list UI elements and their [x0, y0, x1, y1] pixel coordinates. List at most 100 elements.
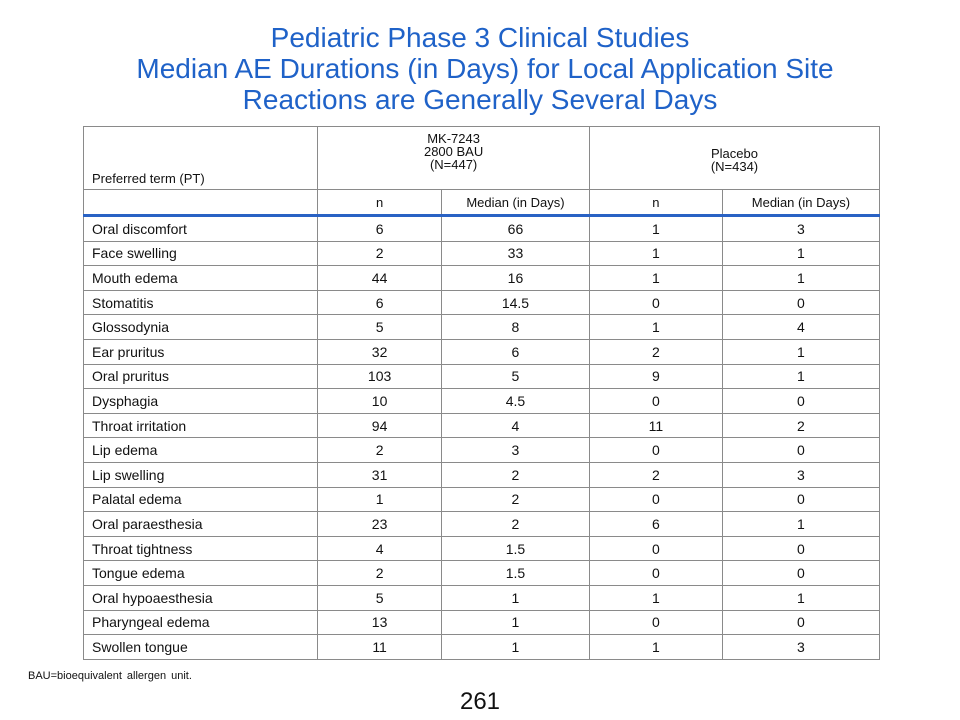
placebo-n-cell: 0 [588, 535, 723, 562]
mk7243-median-header: Median (in Days) [440, 189, 590, 217]
placebo-n-cell: 1 [588, 265, 723, 291]
mk7243-median-cell: 14.5 [440, 289, 590, 316]
preferred-term-header: Preferred term (PT) [82, 126, 319, 190]
mk7243-n-cell: 6 [317, 289, 442, 316]
table-body: Oral discomfort 6 66 1 3 Face swelling 2 33 1 1 Mo… [82, 215, 881, 660]
mk7243-median-cell: 1 [440, 584, 590, 611]
placebo-median-cell: 1 [721, 338, 881, 365]
placebo-median-cell: 1 [721, 511, 881, 537]
title-line-2: Median AE Durations (in Days) for Local … [136, 53, 834, 84]
placebo-median-cell: 1 [721, 240, 881, 267]
mk7243-median-cell: 1 [440, 634, 590, 660]
placebo-group-header: Placebo (N=434) [588, 126, 881, 190]
placebo-median-cell: 0 [721, 437, 881, 463]
placebo-median-cell: 1 [721, 265, 881, 291]
mk7243-median-cell: 2 [440, 486, 590, 513]
term-cell: Swollen tongue [82, 634, 319, 660]
mk7243-median-cell: 2 [440, 511, 590, 537]
placebo-n-cell: 9 [588, 363, 723, 390]
placebo-median-cell: 1 [721, 363, 881, 390]
table-row: Glossodynia 5 8 1 4 [82, 314, 881, 340]
placebo-name: Placebo [710, 146, 758, 161]
placebo-median-cell: 0 [721, 388, 881, 414]
table-row: Tongue edema 2 1.5 0 0 [82, 560, 881, 586]
mk7243-n-cell: 31 [317, 461, 442, 488]
table-row: Oral pruritus 103 5 9 1 [82, 363, 881, 390]
mk7243-name: MK-7243 [427, 131, 480, 146]
mk7243-median-cell: 66 [440, 215, 590, 242]
table-row: Palatal edema 1 2 0 0 [82, 486, 881, 513]
placebo-median-cell: 0 [721, 486, 881, 513]
term-cell: Stomatitis [82, 289, 319, 316]
placebo-median-cell: 3 [721, 461, 881, 488]
mk7243-n-cell: 1 [317, 486, 442, 513]
term-cell: Oral hypoaesthesia [82, 584, 319, 611]
placebo-n-cell: 0 [588, 388, 723, 414]
mk7243-median-cell: 1.5 [440, 560, 590, 586]
term-cell: Oral discomfort [82, 215, 319, 242]
placebo-median-header: Median (in Days) [721, 189, 881, 217]
mk7243-n-cell: 5 [317, 584, 442, 611]
mk7243-group-header: MK-7243 2800 BAU (N=447) [317, 126, 590, 190]
table-row: Oral paraesthesia 23 2 6 1 [82, 511, 881, 537]
mk7243-n-cell: 2 [317, 240, 442, 267]
placebo-count: (N=434) [710, 159, 759, 174]
table-row: Dysphagia 10 4.5 0 0 [82, 388, 881, 414]
mk7243-median-cell: 3 [440, 437, 590, 463]
mk7243-n-header: n [317, 189, 442, 217]
mk7243-count: (N=447) [429, 157, 478, 172]
table-row: Oral discomfort 6 66 1 3 [82, 215, 881, 242]
table-row: Throat irritation 94 4 11 2 [82, 412, 881, 439]
mk7243-n-cell: 2 [317, 560, 442, 586]
placebo-median-cell: 2 [721, 412, 881, 439]
placebo-n-cell: 0 [588, 486, 723, 513]
placebo-n-cell: 0 [588, 609, 723, 636]
slide-title: Pediatric Phase 3 Clinical Studies Media… [0, 22, 960, 115]
placebo-n-cell: 6 [588, 511, 723, 537]
placebo-n-cell: 1 [588, 314, 723, 340]
mk7243-median-cell: 33 [440, 240, 590, 267]
mk7243-n-cell: 11 [317, 634, 442, 660]
mk7243-median-cell: 6 [440, 338, 590, 365]
mk7243-n-cell: 32 [317, 338, 442, 365]
placebo-n-cell: 1 [588, 240, 723, 267]
placebo-median-cell: 0 [721, 535, 881, 562]
term-cell: Mouth edema [82, 265, 319, 291]
mk7243-median-cell: 8 [440, 314, 590, 340]
mk7243-median-cell: 1.5 [440, 535, 590, 562]
term-cell: Pharyngeal edema [82, 609, 319, 636]
placebo-median-cell: 1 [721, 584, 881, 611]
placebo-n-cell: 0 [588, 437, 723, 463]
term-cell: Throat irritation [82, 412, 319, 439]
placebo-n-cell: 11 [588, 412, 723, 439]
placebo-median-cell: 3 [721, 215, 881, 242]
term-cell: Oral paraesthesia [82, 511, 319, 537]
placebo-median-cell: 4 [721, 314, 881, 340]
page-number: 261 [459, 688, 501, 715]
placebo-n-cell: 0 [588, 560, 723, 586]
mk7243-median-cell: 4 [440, 412, 590, 439]
placebo-n-cell: 1 [588, 634, 723, 660]
term-cell: Oral pruritus [82, 363, 319, 390]
table-row: Lip edema 2 3 0 0 [82, 437, 881, 463]
mk7243-median-cell: 5 [440, 363, 590, 390]
term-cell: Lip edema [82, 437, 319, 463]
table-row: Pharyngeal edema 13 1 0 0 [82, 609, 881, 636]
table-row: Swollen tongue 11 1 1 3 [82, 634, 881, 660]
placebo-n-cell: 0 [588, 289, 723, 316]
placebo-median-cell: 0 [721, 560, 881, 586]
mk7243-n-cell: 6 [317, 215, 442, 242]
mk7243-n-cell: 10 [317, 388, 442, 414]
mk7243-n-cell: 13 [317, 609, 442, 636]
ae-duration-table: Preferred term (PT) MK-7243 2800 BAU (N=… [82, 126, 881, 660]
term-cell: Glossodynia [82, 314, 319, 340]
mk7243-median-cell: 2 [440, 461, 590, 488]
mk7243-n-cell: 5 [317, 314, 442, 340]
term-cell: Ear pruritus [82, 338, 319, 365]
table-row: Mouth edema 44 16 1 1 [82, 265, 881, 291]
term-cell: Throat tightness [82, 535, 319, 562]
term-cell: Face swelling [82, 240, 319, 267]
mk7243-dose: 2800 BAU [423, 144, 484, 159]
placebo-n-cell: 1 [588, 584, 723, 611]
mk7243-n-cell: 94 [317, 412, 442, 439]
